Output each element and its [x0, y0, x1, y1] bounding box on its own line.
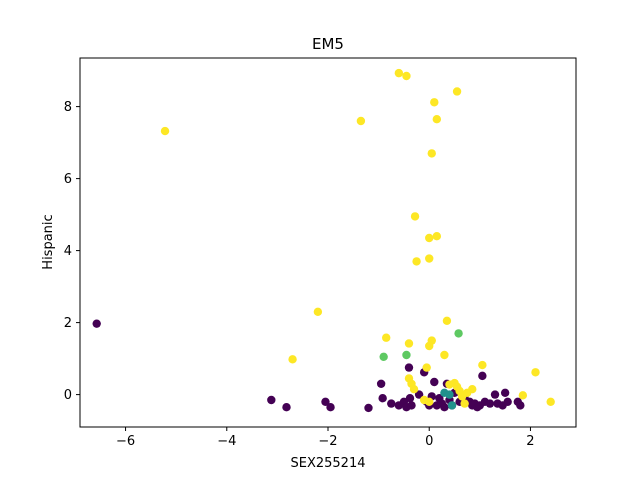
scatter-point	[414, 390, 424, 399]
scatter-point	[432, 232, 442, 241]
scatter-point	[160, 126, 170, 136]
scatter-point	[445, 390, 454, 399]
scatter-point	[500, 388, 510, 397]
scatter-point	[430, 377, 439, 387]
scatter-point	[282, 403, 291, 412]
y-axis-label: Hispanic	[41, 214, 56, 269]
y-tick-label: 6	[64, 172, 72, 187]
scatter-point	[379, 352, 388, 361]
scatter-point	[440, 350, 449, 360]
scatter-point	[378, 394, 387, 403]
scatter-point	[478, 371, 487, 381]
x-tick-label: −4	[217, 434, 236, 449]
scatter-point	[442, 316, 452, 325]
scatter-point	[432, 115, 442, 124]
data-points	[92, 68, 555, 413]
scatter-point	[490, 390, 500, 399]
scatter-point	[92, 319, 101, 328]
x-tick-label: 0	[425, 434, 433, 449]
chart-title: EM5	[312, 35, 344, 53]
scatter-point	[531, 368, 540, 377]
scatter-point	[516, 401, 525, 410]
scatter-point	[425, 397, 434, 406]
scatter-point	[382, 333, 391, 342]
x-tick-label: −2	[318, 434, 337, 449]
scatter-point	[402, 71, 411, 81]
y-tick-label: 4	[64, 244, 72, 259]
scatter-point	[376, 379, 386, 388]
scatter-point	[447, 401, 457, 410]
scatter-point	[387, 399, 396, 408]
scatter-point	[422, 363, 431, 372]
y-tick-label: 0	[64, 388, 72, 403]
x-tick-label: −6	[116, 434, 135, 449]
scatter-point	[267, 395, 276, 405]
scatter-point	[409, 385, 419, 394]
scatter-point	[485, 399, 495, 408]
scatter-point	[430, 98, 439, 107]
scatter-point	[546, 397, 555, 406]
y-axis: 0 2 4 6 8	[64, 100, 80, 403]
x-axis-label: SEX255214	[291, 456, 366, 471]
scatter-point	[454, 329, 463, 338]
scatter-point	[412, 257, 421, 266]
scatter-point	[478, 360, 487, 370]
scatter-point	[460, 399, 469, 408]
scatter-point	[410, 212, 420, 221]
scatter-point	[440, 403, 449, 412]
scatter-point	[394, 68, 404, 78]
scatter-point	[425, 254, 434, 263]
scatter-point	[462, 388, 472, 397]
x-axis: −6 −4 −2 0 2	[116, 427, 535, 449]
scatter-point	[321, 397, 330, 406]
y-tick-label: 2	[64, 316, 72, 331]
scatter-point	[427, 149, 436, 158]
scatter-point	[288, 355, 297, 364]
scatter-point	[404, 363, 414, 372]
scatter-point	[326, 403, 335, 412]
scatter-point	[402, 350, 411, 360]
scatter-point	[425, 233, 434, 243]
scatter-point	[425, 341, 434, 351]
scatter-point	[407, 401, 416, 410]
y-tick-label: 8	[64, 100, 72, 115]
scatter-point	[405, 394, 415, 403]
scatter-point	[313, 307, 323, 316]
scatter-point	[356, 116, 366, 126]
x-tick-label: 2	[526, 434, 534, 449]
scatter-point	[364, 403, 373, 413]
scatter-point	[452, 87, 462, 96]
scatter-point	[503, 397, 512, 406]
scatter-point	[404, 339, 414, 348]
scatter-point	[518, 391, 528, 400]
plot-area	[79, 57, 577, 428]
